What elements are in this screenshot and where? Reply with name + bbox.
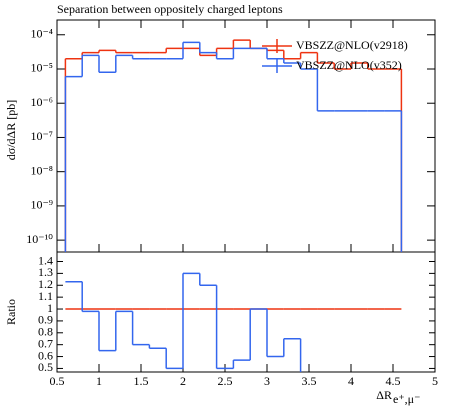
ratio-tick-label: 1.4: [38, 253, 53, 267]
y-tick-label: 10⁻⁹: [30, 198, 53, 212]
ratio-tick-label: 0.8: [38, 325, 53, 339]
ratio-tick-label: 1.1: [38, 289, 53, 303]
ratio-tick-label: 0.9: [38, 313, 53, 327]
x-axis-label: ΔR: [376, 388, 392, 402]
ratio-tick-label: 0.5: [38, 360, 53, 374]
legend-label: VBSZZ@NLO(v352): [296, 58, 402, 72]
x-tick-label: 2.5: [218, 374, 233, 388]
ratio-frame: [56, 251, 436, 373]
main-plot: [64, 39, 403, 252]
plot-frame: [56, 19, 436, 253]
ratio-tick-label: 1.2: [38, 277, 53, 291]
y-tick-label: 10⁻⁴: [30, 27, 53, 41]
ratio-tick-label: 0.6: [38, 348, 53, 362]
chart-title: Separation between oppositely charged le…: [57, 2, 283, 16]
y-axis-label: dσ/dΔR [pb]: [4, 100, 18, 161]
x-tick-label: 2: [180, 374, 186, 388]
ratio-plot: [65, 272, 402, 372]
x-tick-label: 3.5: [302, 374, 317, 388]
x-tick-label: 3: [264, 374, 270, 388]
x-tick-label: 4: [348, 374, 354, 388]
ratio-label: Ratio: [4, 299, 18, 325]
y-tick-label: 10⁻⁷: [30, 129, 53, 143]
ratio-tick-label: 1: [47, 301, 53, 315]
x-tick-label: 5: [432, 374, 438, 388]
ratio-tick-label: 0.7: [38, 336, 53, 350]
x-tick-label: 4.5: [386, 374, 401, 388]
legend-label: VBSZZ@NLO(v2918): [296, 38, 408, 52]
x-tick-label: 1: [96, 374, 102, 388]
ratio-tick-label: 1.3: [38, 265, 53, 279]
y-tick-label: 10⁻¹⁰: [26, 232, 53, 246]
x-tick-label: 1.5: [134, 374, 149, 388]
y-tick-label: 10⁻⁵: [30, 61, 53, 75]
x-tick-label: 0.5: [50, 374, 65, 388]
y-tick-label: 10⁻⁶: [30, 95, 53, 109]
x-axis-label-sub: e⁺,μ⁻: [393, 392, 420, 406]
y-tick-label: 10⁻⁸: [30, 163, 53, 177]
